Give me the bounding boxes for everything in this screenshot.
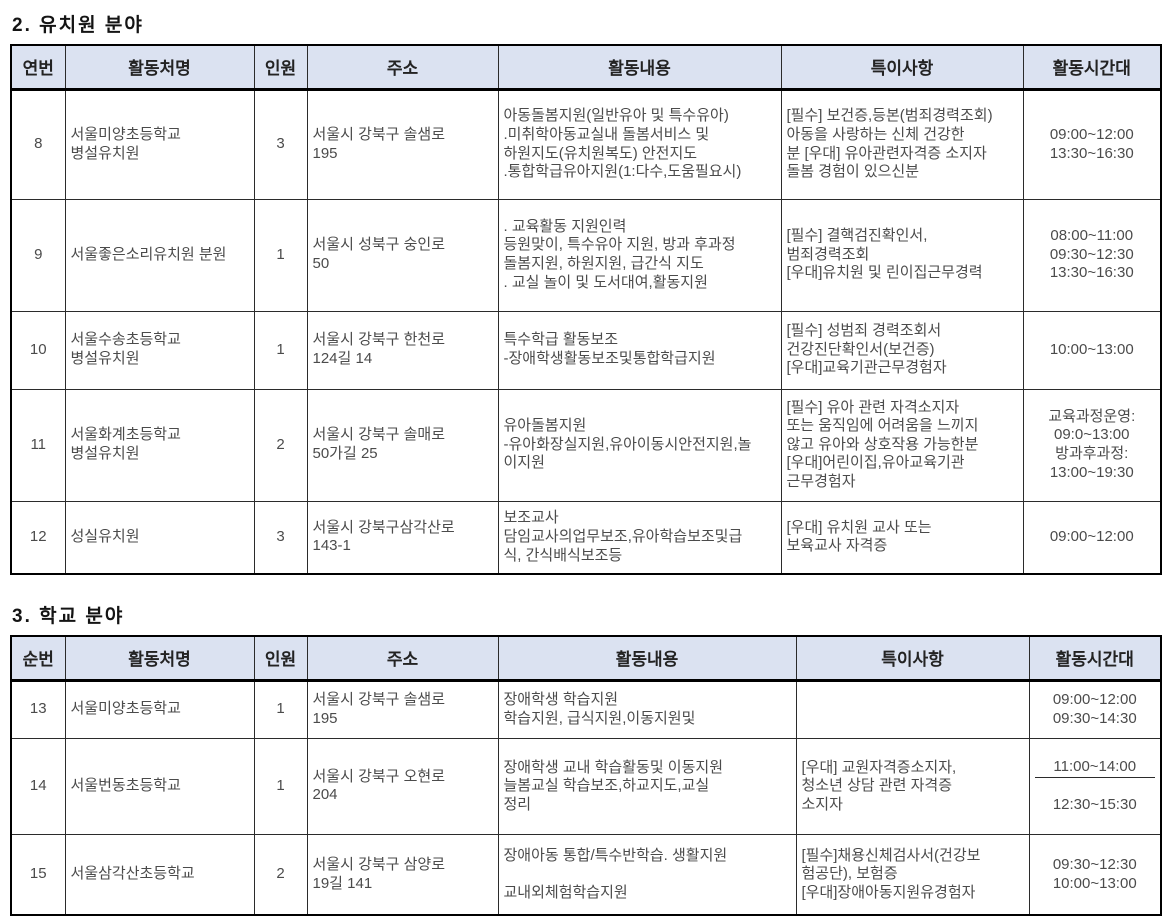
kindergarten-table: 연번 활동처명 인원 주소 활동내용 특이사항 활동시간대 8 서울미양초등학교…: [10, 44, 1162, 575]
cell-time: 09:00~12:00 13:30~16:30: [1022, 88, 1162, 200]
cell-address: 서울시 강북구 삼양로 19길 141: [306, 834, 499, 916]
cell-content: 특수학급 활동보조 -장애학생활동보조및통합학급지원: [497, 310, 782, 390]
cell-time-lower: 12:30~15:30: [1052, 796, 1137, 814]
cell-place: 서울좋은소리유치원 분원: [64, 198, 255, 312]
table-row: 13 서울미양초등학교 1 서울시 강북구 솔샘로 195 장애학생 학습지원 …: [10, 679, 1162, 739]
cell-no: 9: [10, 198, 66, 312]
cell-content: 장애학생 교내 학습활동및 이동지원 늘봄교실 학습보조,하교지도,교실 정리: [497, 737, 797, 836]
column-header-no: 순번: [10, 635, 66, 682]
cell-count: 1: [253, 310, 308, 390]
school-section: 3. 학교 분야 순번 활동처명 인원 주소 활동내용 특이사항 활동시간대 1…: [0, 601, 1170, 916]
cell-address: 서울시 강북구 오현로 204: [306, 737, 499, 836]
table-row: 14 서울번동초등학교 1 서울시 강북구 오현로 204 장애학생 교내 학습…: [10, 737, 1162, 836]
cell-time: 08:00~11:00 09:30~12:30 13:30~16:30: [1022, 198, 1162, 312]
cell-no: 11: [10, 388, 66, 502]
cell-place: 서울번동초등학교: [64, 737, 255, 836]
cell-address: 서울시 강북구 솔샘로 195: [306, 88, 499, 200]
column-header-notes: 특이사항: [780, 44, 1024, 91]
table-row: 8 서울미양초등학교 병설유치원 3 서울시 강북구 솔샘로 195 아동돌봄지…: [10, 88, 1162, 200]
cell-count: 3: [253, 88, 308, 200]
cell-notes: [우대] 교원자격증소지자, 청소년 상담 관련 자격증 소지자: [795, 737, 1030, 836]
cell-place: 서울수송초등학교 병설유치원: [64, 310, 255, 390]
column-header-place: 활동처명: [64, 44, 255, 91]
school-header-row: 순번 활동처명 인원 주소 활동내용 특이사항 활동시간대: [10, 635, 1162, 682]
cell-place: 서울미양초등학교 병설유치원: [64, 88, 255, 200]
table-row: 11 서울화계초등학교 병설유치원 2 서울시 강북구 솔매로 50가길 25 …: [10, 388, 1162, 502]
column-header-address: 주소: [306, 635, 499, 682]
cell-time-upper: 11:00~14:00: [1034, 758, 1155, 778]
cell-notes: [795, 679, 1030, 739]
cell-notes: [필수] 보건증,등본(범죄경력조회) 아동을 사랑하는 신체 건강한 분 [우…: [780, 88, 1024, 200]
cell-no: 10: [10, 310, 66, 390]
cell-time-split: 11:00~14:00 12:30~15:30: [1028, 737, 1162, 836]
column-header-notes: 특이사항: [795, 635, 1030, 682]
column-header-count: 인원: [253, 635, 308, 682]
kindergarten-section-title: 2. 유치원 분야: [12, 15, 144, 36]
cell-notes: [우대] 유치원 교사 또는 보육교사 자격증: [780, 500, 1024, 575]
column-header-content: 활동내용: [497, 635, 797, 682]
cell-no: 14: [10, 737, 66, 836]
table-row: 15 서울삼각산초등학교 2 서울시 강북구 삼양로 19길 141 장애아동 …: [10, 834, 1162, 916]
cell-content: 장애아동 통합/특수반학습. 생활지원 교내외체험학습지원: [497, 834, 797, 916]
school-table: 순번 활동처명 인원 주소 활동내용 특이사항 활동시간대 13 서울미양초등학…: [10, 635, 1162, 916]
cell-address: 서울시 강북구 솔매로 50가길 25: [306, 388, 499, 502]
column-header-content: 활동내용: [497, 44, 782, 91]
cell-count: 1: [253, 679, 308, 739]
cell-content: 보조교사 담임교사의업무보조,유아학습보조및급 식, 간식배식보조등: [497, 500, 782, 575]
cell-address: 서울시 성북구 숭인로 50: [306, 198, 499, 312]
cell-address: 서울시 강북구 솔샘로 195: [306, 679, 499, 739]
cell-time: 09:30~12:30 10:00~13:00: [1028, 834, 1162, 916]
kindergarten-section: 2. 유치원 분야 연번 활동처명 인원 주소 활동내용 특이사항 활동시간대 …: [0, 10, 1170, 575]
cell-count: 2: [253, 388, 308, 502]
table-row: 10 서울수송초등학교 병설유치원 1 서울시 강북구 한천로 124길 14 …: [10, 310, 1162, 390]
column-header-time: 활동시간대: [1022, 44, 1162, 91]
column-header-address: 주소: [306, 44, 499, 91]
cell-count: 3: [253, 500, 308, 575]
cell-no: 15: [10, 834, 66, 916]
cell-count: 2: [253, 834, 308, 916]
column-header-no: 연번: [10, 44, 66, 91]
cell-time: 09:00~12:00 09:30~14:30: [1028, 679, 1162, 739]
cell-time: 교육과정운영: 09:0~13:00 방과후과정: 13:00~19:30: [1022, 388, 1162, 502]
column-header-place: 활동처명: [64, 635, 255, 682]
school-section-title: 3. 학교 분야: [12, 606, 125, 627]
cell-notes: [필수] 결핵검진확인서, 범죄경력조회 [우대]유치원 및 린이집근무경력: [780, 198, 1024, 312]
cell-no: 13: [10, 679, 66, 739]
table-row: 12 성실유치원 3 서울시 강북구삼각산로 143-1 보조교사 담임교사의업…: [10, 500, 1162, 575]
cell-notes: [필수] 유아 관련 자격소지자 또는 움직임에 어려움을 느끼지 않고 유아와…: [780, 388, 1024, 502]
cell-notes: [필수]채용신체검사서(건강보 험공단), 보험증 [우대]장애아동지원유경험자: [795, 834, 1030, 916]
cell-place: 서울화계초등학교 병설유치원: [64, 388, 255, 502]
table-row: 9 서울좋은소리유치원 분원 1 서울시 성북구 숭인로 50 . 교육활동 지…: [10, 198, 1162, 312]
cell-place: 성실유치원: [64, 500, 255, 575]
cell-content: . 교육활동 지원인력 등원맞이, 특수유아 지원, 방과 후과정 돌봄지원, …: [497, 198, 782, 312]
cell-place: 서울미양초등학교: [64, 679, 255, 739]
cell-place: 서울삼각산초등학교: [64, 834, 255, 916]
cell-content: 유아돌봄지원 -유아화장실지원,유아이동시안전지원,놀 이지원: [497, 388, 782, 502]
cell-address: 서울시 강북구 한천로 124길 14: [306, 310, 499, 390]
cell-notes: [필수] 성범죄 경력조회서 건강진단확인서(보건증) [우대]교육기관근무경험…: [780, 310, 1024, 390]
cell-count: 1: [253, 737, 308, 836]
cell-time: 10:00~13:00: [1022, 310, 1162, 390]
column-header-count: 인원: [253, 44, 308, 91]
cell-no: 8: [10, 88, 66, 200]
cell-time: 09:00~12:00: [1022, 500, 1162, 575]
cell-count: 1: [253, 198, 308, 312]
cell-address: 서울시 강북구삼각산로 143-1: [306, 500, 499, 575]
cell-no: 12: [10, 500, 66, 575]
cell-content: 장애학생 학습지원 학습지원, 급식지원,이동지원및: [497, 679, 797, 739]
kindergarten-header-row: 연번 활동처명 인원 주소 활동내용 특이사항 활동시간대: [10, 44, 1162, 91]
cell-content: 아동돌봄지원(일반유아 및 특수유아) .미취학아동교실내 돌봄서비스 및 하원…: [497, 88, 782, 200]
column-header-time: 활동시간대: [1028, 635, 1162, 682]
